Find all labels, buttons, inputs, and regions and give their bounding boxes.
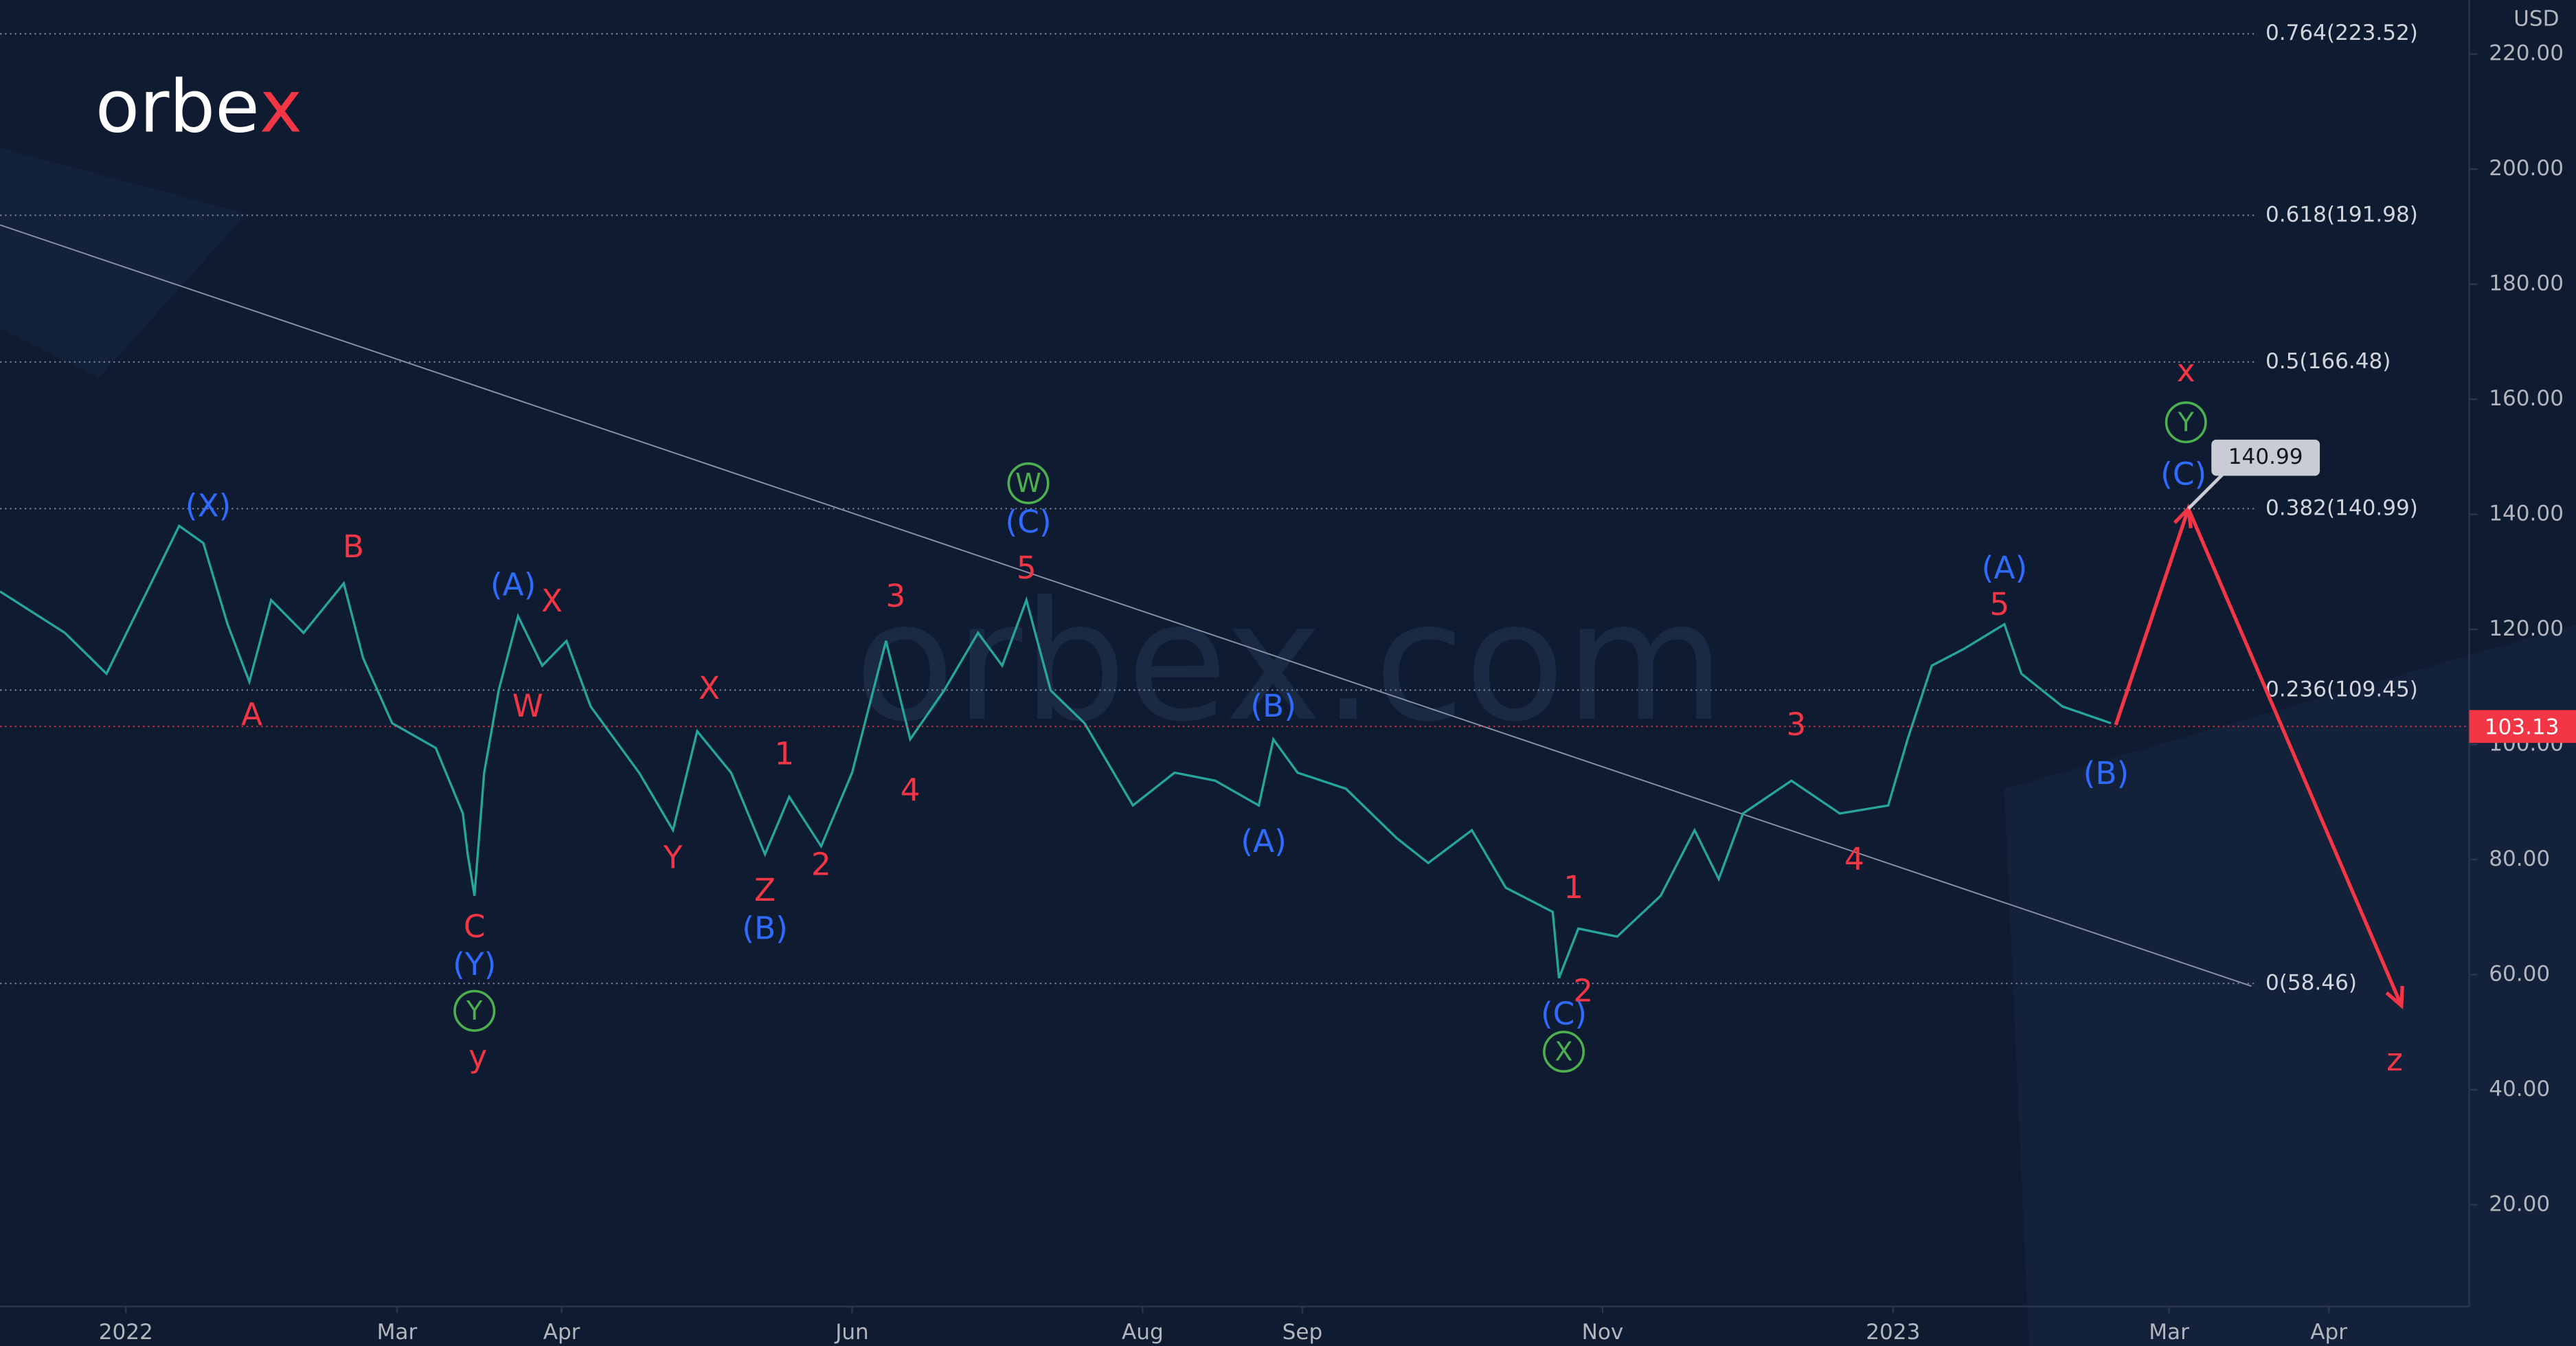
wave-label: A (241, 697, 262, 733)
x-tick-label: Aug (1122, 1320, 1164, 1345)
wave-label: y (468, 1038, 487, 1075)
wave-label: Y (663, 839, 683, 875)
wave-circle (1007, 462, 1050, 504)
wave-label: X (699, 670, 720, 706)
x-tick-label: Apr (2310, 1320, 2347, 1345)
wave-label: 2 (1573, 973, 1593, 1009)
y-tick-label: 20.00 (2489, 1191, 2550, 1216)
wave-label: C (464, 908, 486, 945)
x-tick-label: Apr (543, 1320, 580, 1345)
wave-label: 4 (901, 772, 920, 808)
y-tick-label: 200.00 (2489, 156, 2564, 181)
x-tick-label: 2023 (1866, 1320, 1920, 1345)
wave-label: 1 (774, 736, 794, 772)
watermark: orbex.com (855, 567, 1726, 758)
callout-label: 140.99 (2228, 445, 2303, 469)
wave-label: (X) (185, 488, 231, 524)
x-tick-label: Mar (377, 1320, 418, 1345)
x-tick-label: Nov (1582, 1320, 1624, 1345)
wave-label: X (541, 583, 563, 619)
wave-label: (C) (2160, 456, 2206, 493)
x-tick-label: Mar (2149, 1320, 2189, 1345)
wave-label: (Y) (453, 946, 496, 983)
wave-label: (C) (1005, 504, 1051, 540)
wave-label: Z (754, 872, 776, 908)
wave-label: z (2386, 1042, 2403, 1078)
arrow-head (2385, 985, 2404, 1010)
last-price-label: 103.13 (2485, 715, 2560, 740)
fib-label: 0.618(191.98) (2266, 202, 2418, 227)
logo-main: orbe (95, 64, 260, 148)
wave-label: (B) (742, 910, 788, 946)
wave-label: x (2177, 352, 2195, 389)
wave-label: (A) (1241, 823, 1287, 860)
y-tick-label: 80.00 (2489, 846, 2550, 871)
wave-circle (2165, 401, 2207, 444)
callout-box (2211, 439, 2320, 476)
wave-label: 5 (1017, 550, 1037, 586)
fib-label: 0.236(109.45) (2266, 677, 2418, 702)
wave-label: Y (466, 996, 483, 1027)
wave-circle (1543, 1031, 1585, 1073)
wave-label: 3 (885, 578, 905, 614)
wave-label: Y (2178, 407, 2195, 438)
wave-label: B (343, 528, 364, 565)
y-tick-label: 160.00 (2489, 386, 2564, 411)
decor-shape (0, 148, 247, 379)
wave-label: 5 (1989, 586, 2009, 622)
wave-label: X (1555, 1037, 1572, 1068)
x-tick-label: Jun (834, 1320, 869, 1345)
wave-label: 2 (811, 846, 831, 882)
wave-label: 1 (1563, 869, 1583, 906)
wave-label: (B) (1250, 688, 1296, 724)
fib-label: 0(58.46) (2266, 970, 2357, 995)
y-tick-label: 60.00 (2489, 961, 2550, 986)
fib-label: 0.382(140.99) (2266, 495, 2418, 520)
callout-pointer (2187, 471, 2226, 510)
fib-label: 0.764(223.52) (2266, 21, 2418, 45)
y-tick-label: 40.00 (2489, 1077, 2550, 1101)
x-tick-label: 2022 (99, 1320, 153, 1345)
wave-label: W (512, 688, 543, 724)
x-tick-label: Sep (1283, 1320, 1323, 1345)
y-tick-label: 220.00 (2489, 41, 2564, 66)
trendline (0, 224, 2252, 987)
wave-label: (C) (1541, 996, 1587, 1032)
y-tick-label: 120.00 (2489, 616, 2564, 641)
wave-label: 3 (1786, 706, 1806, 743)
logo-accent: x (260, 64, 302, 148)
y-tick-label: 140.00 (2489, 502, 2564, 526)
wave-circle (453, 989, 496, 1032)
wave-label: 4 (1844, 841, 1864, 877)
wave-label: W (1015, 468, 1041, 499)
wave-label: (A) (1982, 550, 2028, 586)
wave-label: (B) (2083, 755, 2129, 792)
decor-shape (2004, 624, 2576, 1346)
last-price-tag (2469, 710, 2576, 743)
currency-label: USD (2513, 7, 2559, 32)
price-line (0, 524, 2112, 979)
logo: orbex (95, 64, 302, 148)
wave-label: (A) (490, 566, 536, 603)
y-tick-label: 180.00 (2489, 271, 2564, 296)
fib-label: 0.5(166.48) (2266, 349, 2391, 374)
